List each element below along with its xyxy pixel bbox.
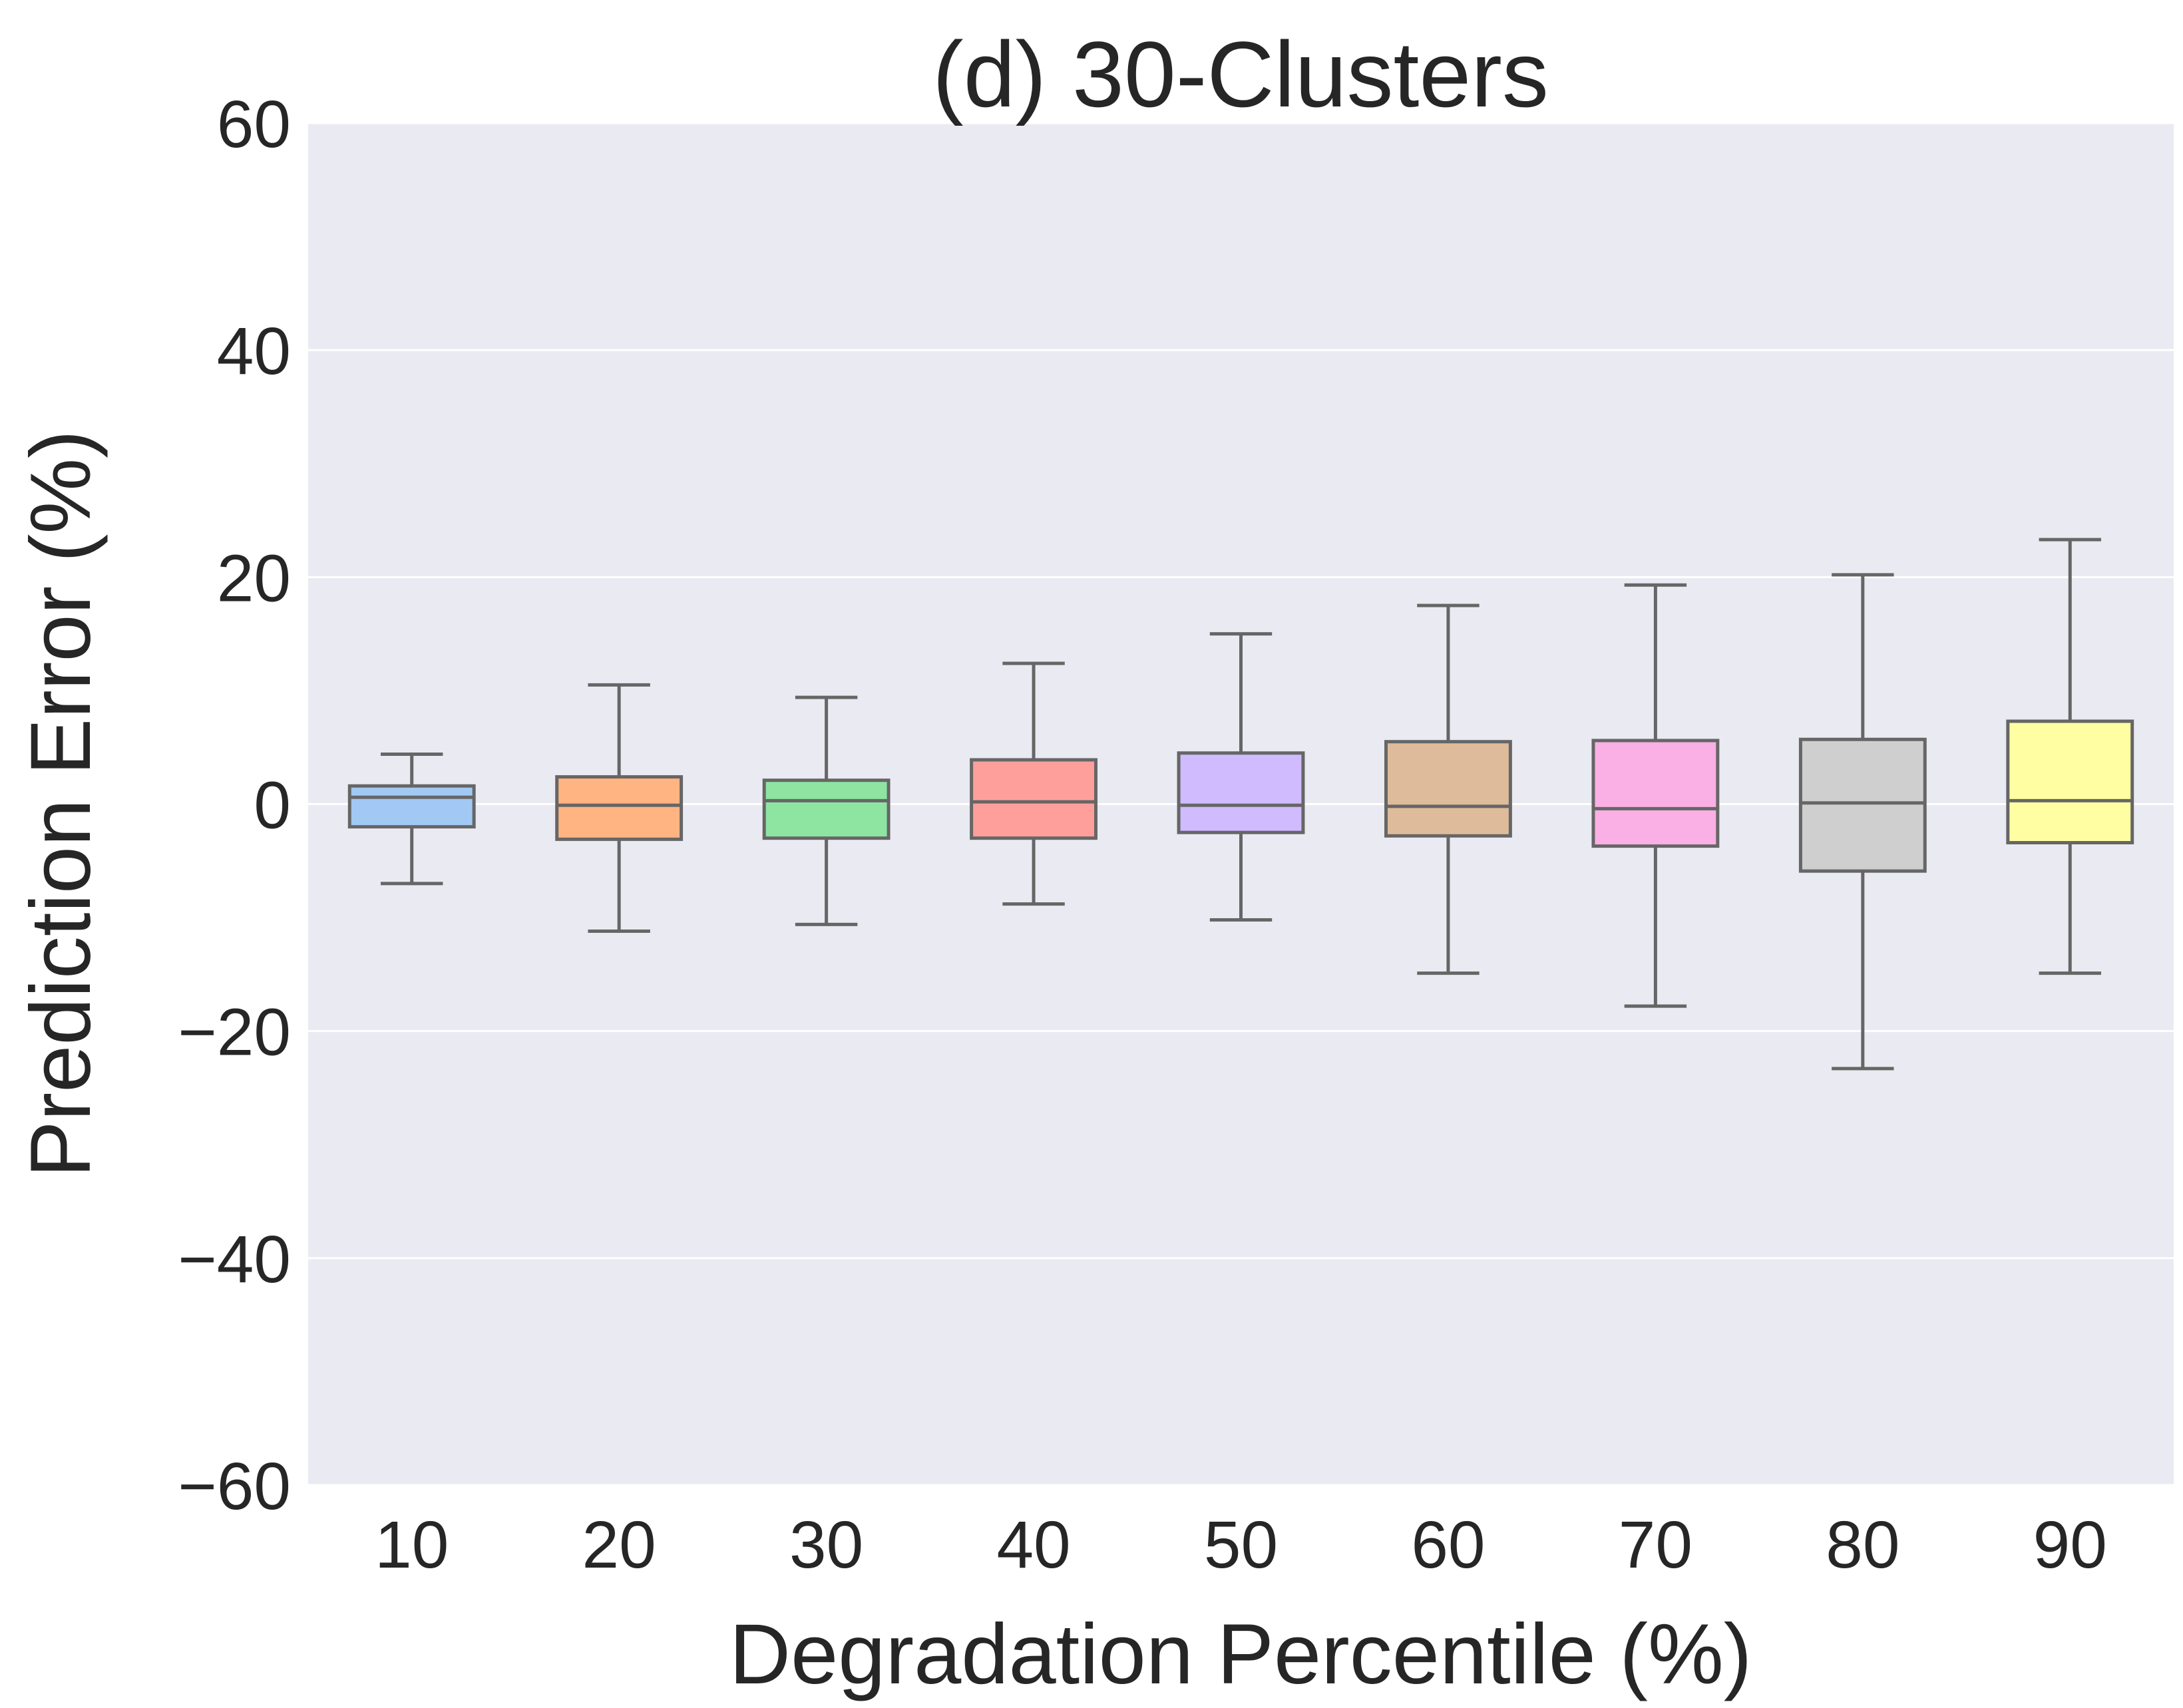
iqr-box <box>1798 737 1927 873</box>
iqr-box <box>762 778 891 840</box>
iqr-box <box>1177 751 1305 834</box>
box-group-80 <box>1798 573 1927 1071</box>
box-group-60 <box>1384 603 1512 975</box>
y-tick-label: −60 <box>178 1449 291 1524</box>
box-group-70 <box>1591 583 1720 1008</box>
y-tick-labels: −60 −40 −20 0 20 40 60 <box>178 87 291 1524</box>
x-tick-label: 40 <box>996 1508 1070 1582</box>
y-tick-label: −40 <box>178 1222 291 1297</box>
y-axis-title: Prediction Error (%) <box>13 430 108 1178</box>
chart-title: (d) 30-Clusters <box>932 22 1549 126</box>
x-tick-label: 80 <box>1826 1508 1899 1582</box>
iqr-box <box>2006 719 2134 844</box>
x-tick-label: 60 <box>1411 1508 1485 1582</box>
y-tick-label: −20 <box>178 995 291 1070</box>
box-group-20 <box>555 683 684 934</box>
iqr-box <box>347 784 476 829</box>
box-series <box>347 538 2134 1071</box>
x-tick-label: 70 <box>1619 1508 1692 1582</box>
iqr-box <box>970 758 1097 840</box>
iqr-box <box>1384 740 1512 838</box>
y-tick-label: 0 <box>254 769 291 843</box>
box-group-30 <box>762 695 891 926</box>
x-tick-labels: 10 20 30 40 50 60 70 80 90 <box>375 1508 2107 1582</box>
y-tick-label: 40 <box>217 314 291 389</box>
iqr-box <box>1591 739 1720 848</box>
x-tick-label: 50 <box>1204 1508 1278 1582</box>
y-tick-label: 20 <box>217 541 291 615</box>
x-tick-label: 20 <box>582 1508 656 1582</box>
x-tick-label: 30 <box>789 1508 863 1582</box>
y-tick-label: 60 <box>217 87 291 162</box>
x-tick-label: 10 <box>375 1508 449 1582</box>
box-group-40 <box>970 661 1097 906</box>
box-group-10 <box>347 752 476 886</box>
x-tick-label: 90 <box>2033 1508 2107 1582</box>
box-group-50 <box>1177 632 1305 922</box>
iqr-box <box>555 775 684 841</box>
x-axis-title: Degradation Percentile (%) <box>729 1607 1752 1702</box>
box-group-90 <box>2006 538 2134 975</box>
